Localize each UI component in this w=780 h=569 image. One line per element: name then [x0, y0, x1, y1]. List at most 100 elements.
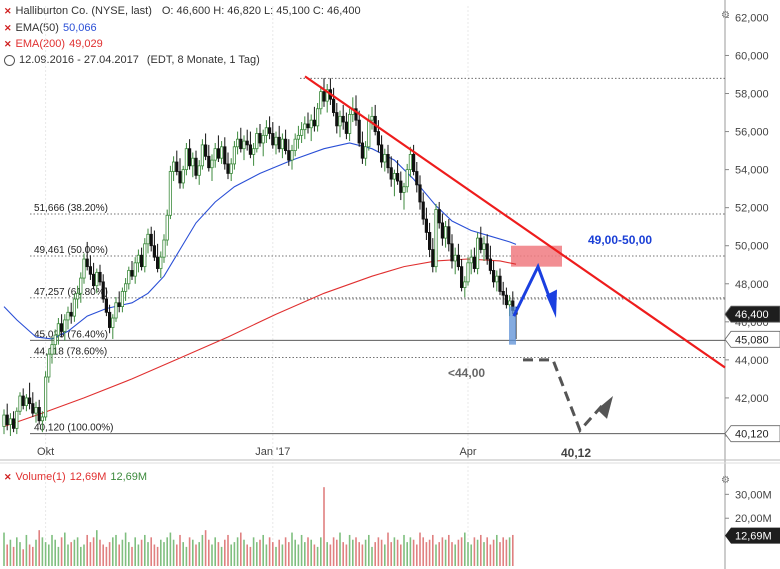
volume-bar: [166, 537, 168, 566]
candle-body: [402, 186, 406, 193]
candle-body: [389, 167, 393, 180]
candle-body: [15, 410, 19, 429]
candle-body: [5, 414, 9, 425]
volume-bar: [268, 537, 271, 566]
volume-bar: [457, 539, 460, 566]
volume-bar: [332, 537, 335, 566]
ema200-value: 49,029: [69, 38, 103, 50]
x-tick-label: Okt: [37, 446, 54, 458]
volume-bar: [396, 539, 399, 566]
volume-bar: [262, 534, 264, 566]
volume-bar: [294, 539, 296, 566]
volume-bar: [163, 542, 165, 566]
candle-body: [124, 283, 128, 292]
volume-bar: [32, 546, 34, 566]
candle-body: [507, 300, 512, 306]
volume-bar: [361, 544, 364, 566]
ema200-label: EMA(200): [15, 38, 66, 50]
ema50-label: EMA(50): [15, 22, 59, 34]
candle-body: [309, 119, 313, 129]
candle-body: [299, 129, 304, 136]
volume-bar: [92, 537, 95, 566]
candle-body: [66, 311, 70, 321]
candle-body: [40, 416, 45, 422]
candle-body: [162, 239, 166, 258]
candle-body: [504, 294, 509, 306]
candle-body: [360, 142, 365, 159]
volume-bar: [368, 534, 370, 566]
volume-bar: [243, 539, 245, 566]
volume-bar: [512, 534, 514, 566]
candle-body: [133, 262, 137, 277]
volume-bar: [259, 539, 261, 566]
close-icon[interactable]: ✕: [4, 38, 12, 49]
volume-bar: [272, 542, 274, 566]
candle-body: [434, 209, 438, 268]
candle-body: [79, 277, 83, 294]
volume-bar: [44, 542, 47, 566]
volume-bar: [185, 546, 188, 566]
volume-bar: [121, 539, 124, 566]
volume-bar: [425, 542, 428, 566]
price-marker-box: [724, 330, 780, 348]
price-marker-label: 45,080: [735, 334, 769, 346]
candle-body: [479, 237, 483, 250]
candle-body: [319, 91, 323, 110]
close-icon[interactable]: ✕: [4, 22, 12, 33]
candle-body: [104, 298, 108, 313]
candle-body: [11, 418, 16, 429]
volume-bar: [377, 537, 380, 566]
candle-body: [431, 249, 435, 268]
candle-body: [24, 397, 29, 406]
volume-bar: [444, 539, 447, 566]
volume-bar: [211, 544, 213, 566]
candle-body: [2, 414, 6, 427]
y-tick-label: 60,000: [735, 50, 769, 62]
volume-bar: [329, 544, 332, 566]
candle-body: [283, 138, 288, 151]
candle-body: [8, 418, 12, 425]
price-marker-label: 46,400: [735, 309, 769, 321]
volume-bar: [307, 537, 309, 566]
volume-bar: [198, 542, 200, 566]
volume-bar: [54, 539, 56, 566]
candle-body: [114, 302, 118, 319]
volume-bar: [460, 537, 463, 566]
volume-bar: [304, 542, 306, 566]
close-icon[interactable]: ✕: [4, 5, 12, 16]
volume-bar: [51, 534, 53, 566]
volume-bar: [448, 534, 450, 566]
volume-tick-label: 20,00M: [735, 513, 772, 525]
candle-body: [178, 171, 182, 184]
candle-body: [485, 243, 489, 260]
y-tick-label: 50,000: [735, 241, 769, 253]
candle-body: [168, 171, 172, 216]
candle-body: [194, 157, 198, 176]
candle-body: [76, 292, 80, 300]
volume-marker-box: [725, 527, 780, 544]
candle-body: [331, 98, 336, 113]
volume-bar: [467, 542, 469, 566]
volume-bar: [124, 532, 127, 566]
volume-bar: [89, 542, 92, 566]
volume-bar: [355, 537, 357, 566]
candle-body: [197, 165, 201, 176]
candle-body: [392, 173, 397, 180]
scenario-arrow-blue: [512, 262, 554, 317]
annotation-40-12: 40,12: [561, 446, 591, 460]
volume-bar: [508, 537, 511, 566]
candle-body: [143, 243, 147, 268]
candle-body: [63, 319, 67, 332]
candle-body: [88, 266, 92, 275]
candle-body: [92, 273, 96, 287]
volume-bar: [169, 532, 172, 566]
candle-body: [287, 150, 291, 161]
price-marker-label: 40,120: [735, 429, 769, 441]
candle-body: [261, 134, 265, 144]
candle-body: [421, 201, 425, 220]
close-icon[interactable]: ✕: [4, 471, 12, 482]
candle-body: [181, 169, 185, 184]
volume-bar: [358, 542, 360, 566]
volume-bar: [300, 534, 303, 566]
